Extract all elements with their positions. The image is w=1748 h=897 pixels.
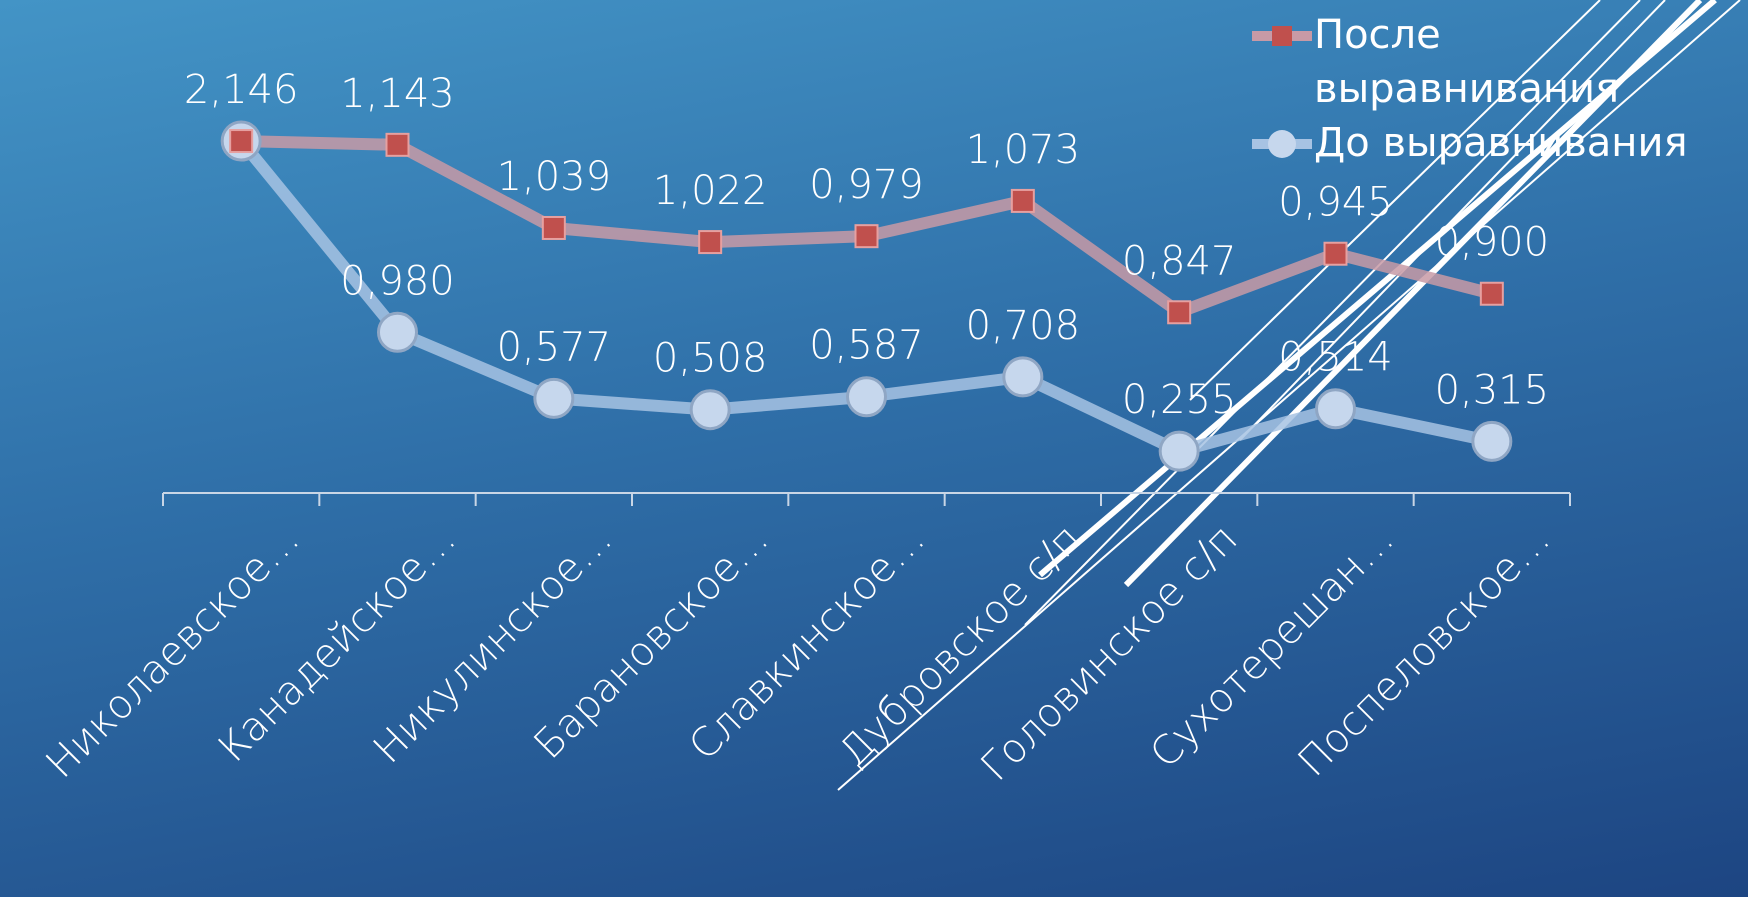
data-label: 2,146 xyxy=(184,67,299,113)
marker xyxy=(698,230,723,255)
marker xyxy=(229,129,254,154)
marker xyxy=(846,376,887,418)
data-label: 0,945 xyxy=(1278,180,1393,226)
x-tick-label: Головинское с/п xyxy=(972,516,1246,790)
data-label: 0,255 xyxy=(1122,377,1237,423)
data-label: 0,980 xyxy=(340,258,455,304)
data-label: 0,979 xyxy=(809,162,924,208)
legend: После выравнивания До выравнивания xyxy=(1250,8,1740,170)
marker xyxy=(1471,420,1513,462)
marker xyxy=(854,224,879,249)
decoration-lines xyxy=(837,0,1741,791)
marker xyxy=(1158,430,1200,472)
data-label: 0,708 xyxy=(966,303,1081,349)
data-label: 0,508 xyxy=(653,336,768,382)
marker xyxy=(689,389,731,431)
marker xyxy=(1315,388,1356,430)
marker xyxy=(377,311,418,353)
data-label: 0,315 xyxy=(1435,367,1550,413)
legend-label: До выравнивания xyxy=(1314,120,1688,166)
data-label: 0,900 xyxy=(1435,220,1550,266)
data-label: 0,587 xyxy=(809,323,924,369)
marker xyxy=(541,215,566,240)
legend-icon xyxy=(1252,26,1312,46)
data-label: 1,143 xyxy=(340,71,455,117)
legend-entry: До выравнивания xyxy=(1250,116,1740,170)
x-tick-label: Николаевское… xyxy=(37,516,308,787)
marker xyxy=(1323,241,1348,266)
legend-icon xyxy=(1252,130,1312,158)
data-label: 0,847 xyxy=(1122,238,1237,284)
legend-entry: После выравнивания xyxy=(1250,8,1740,116)
legend-label: После выравнивания xyxy=(1314,12,1620,112)
data-label: 0,577 xyxy=(497,324,612,370)
data-label: 1,039 xyxy=(497,154,612,200)
marker xyxy=(1167,300,1192,325)
marker xyxy=(1010,188,1035,213)
data-label: 0,514 xyxy=(1278,335,1393,381)
marker xyxy=(385,132,410,157)
marker xyxy=(1479,281,1504,306)
data-label: 1,073 xyxy=(966,127,1081,173)
data-label: 1,022 xyxy=(653,168,768,214)
marker xyxy=(1002,356,1044,398)
marker xyxy=(533,377,575,419)
